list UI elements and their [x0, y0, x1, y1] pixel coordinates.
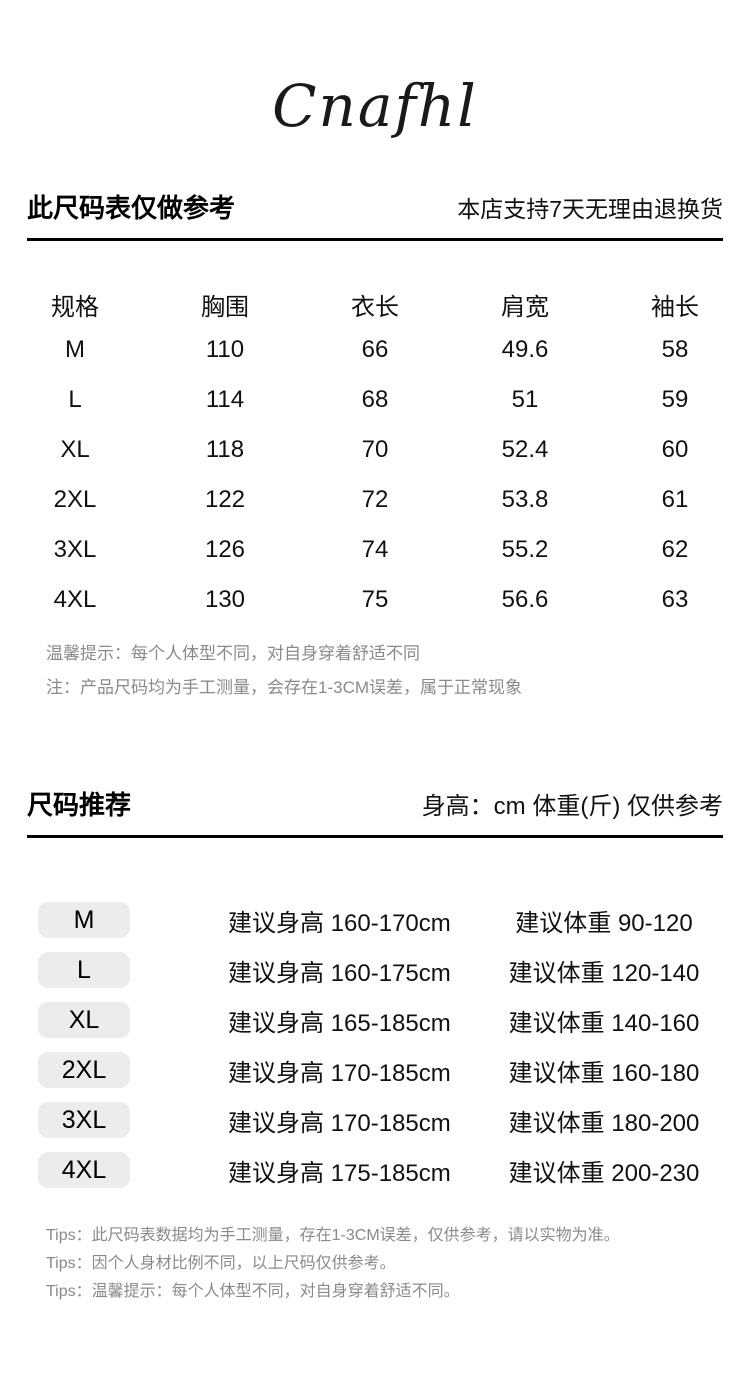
recommend-row: 4XL 建议身高 175-185cm 建议体重 200-230: [0, 1152, 750, 1188]
column-header: 肩宽: [501, 294, 549, 321]
measurement-cell: 126: [204, 536, 246, 563]
measurement-cell: 63: [661, 586, 689, 613]
measurement-cell: 51: [511, 386, 539, 413]
measurement-cell: 49.6: [501, 336, 549, 363]
tip-line: Tips：因个人身材比例不同，以上尺码仅供参考。: [46, 1255, 396, 1272]
size-badge: XL: [38, 1002, 130, 1038]
recommend-row: 3XL 建议身高 170-185cm 建议体重 180-200: [0, 1102, 750, 1138]
recommend-section-header: 尺码推荐 身高：cm 体重(斤) 仅供参考: [27, 785, 723, 838]
measurement-cell: 53.8: [501, 486, 549, 513]
size-table-tips: 温馨提示：每个人体型不同，对自身穿着舒适不同注：产品尺码均为手工测量，会存在1-…: [0, 637, 750, 705]
size-label-cell: 4XL: [53, 586, 97, 613]
recommended-weight: 建议体重 200-230: [508, 1159, 700, 1187]
tip-line: Tips：此尺码表数据均为手工测量，存在1-3CM误差，仅供参考，请以实物为准。: [46, 1227, 620, 1244]
size-label-cell: L: [68, 386, 82, 413]
size-table-row: 3XL 126 74 55.2 62: [0, 525, 750, 575]
size-table-header-row: 规格 胸围 衣长 肩宽 袖长: [0, 265, 750, 325]
size-badge: 3XL: [38, 1102, 130, 1138]
size-table-title: 此尺码表仅做参考: [27, 193, 236, 223]
size-table-row: M 110 66 49.6 58: [0, 325, 750, 375]
bottom-tips: Tips：此尺码表数据均为手工测量，存在1-3CM误差，仅供参考，请以实物为准。…: [0, 1222, 750, 1306]
column-header: 规格: [51, 294, 99, 321]
measurement-cell: 66: [361, 336, 389, 363]
recommended-height: 建议身高 175-185cm: [228, 1159, 451, 1187]
measurement-cell: 70: [361, 436, 389, 463]
tip-line: 温馨提示：每个人体型不同，对自身穿着舒适不同: [46, 644, 420, 663]
measurement-cell: 75: [361, 586, 389, 613]
size-table-row: 2XL 122 72 53.8 61: [0, 475, 750, 525]
recommended-weight: 建议体重 160-180: [508, 1059, 700, 1087]
measurement-cell: 56.6: [501, 586, 549, 613]
size-label-cell: 3XL: [53, 536, 97, 563]
column-header: 袖长: [651, 294, 699, 321]
recommend-row: 2XL 建议身高 170-185cm 建议体重 160-180: [0, 1052, 750, 1088]
measurement-cell: 68: [361, 386, 389, 413]
measurement-cell: 61: [661, 486, 689, 513]
size-table-row: L 114 68 51 59: [0, 375, 750, 425]
recommend-units-note: 身高：cm 体重(斤) 仅供参考: [421, 793, 723, 820]
recommended-weight: 建议体重 90-120: [515, 909, 693, 937]
measurement-cell: 122: [204, 486, 246, 513]
size-label-cell: M: [65, 336, 85, 363]
recommended-height: 建议身高 170-185cm: [228, 1059, 451, 1087]
tip-line: Tips：温馨提示：每个人体型不同，对自身穿着舒适不同。: [46, 1283, 460, 1300]
measurement-cell: 52.4: [501, 436, 549, 463]
measurement-cell: 62: [661, 536, 689, 563]
size-label-cell: XL: [60, 436, 90, 463]
recommended-height: 建议身高 170-185cm: [228, 1109, 451, 1137]
column-header: 胸围: [201, 294, 249, 321]
recommend-row: XL 建议身高 165-185cm 建议体重 140-160: [0, 1002, 750, 1038]
tip-line: 注：产品尺码均为手工测量，会存在1-3CM误差，属于正常现象: [46, 678, 523, 697]
recommended-weight: 建议体重 140-160: [508, 1009, 700, 1037]
return-policy-note: 本店支持7天无理由退换货: [457, 196, 723, 222]
measurement-cell: 59: [661, 386, 689, 413]
measurement-cell: 118: [205, 436, 245, 463]
size-badge: L: [38, 952, 130, 988]
size-table-section-header: 此尺码表仅做参考 本店支持7天无理由退换货: [27, 188, 723, 241]
size-badge: M: [38, 902, 130, 938]
recommend-title: 尺码推荐: [27, 790, 132, 820]
size-badge: 4XL: [38, 1152, 130, 1188]
measurement-cell: 72: [361, 486, 389, 513]
recommended-height: 建议身高 160-175cm: [228, 959, 451, 987]
recommended-height: 建议身高 160-170cm: [228, 909, 451, 937]
recommended-weight: 建议体重 120-140: [508, 959, 700, 987]
measurement-cell: 74: [361, 536, 389, 563]
measurement-cell: 58: [661, 336, 689, 363]
measurement-cell: 110: [205, 336, 245, 363]
brand-logo: Cnafhl: [272, 72, 478, 140]
column-header: 衣长: [351, 294, 399, 321]
size-label-cell: 2XL: [53, 486, 97, 513]
measurement-cell: 55.2: [501, 536, 549, 563]
recommend-row: M 建议身高 160-170cm 建议体重 90-120: [0, 902, 750, 938]
measurement-cell: 60: [661, 436, 689, 463]
recommended-height: 建议身高 165-185cm: [228, 1009, 451, 1037]
measurement-cell: 114: [205, 386, 245, 413]
size-table: 规格 胸围 衣长 肩宽 袖长 M 110 66 49.6 58 L 114 68 51 59 XL 118 70…: [0, 265, 750, 625]
measurement-cell: 130: [204, 586, 246, 613]
recommend-row: L 建议身高 160-175cm 建议体重 120-140: [0, 952, 750, 988]
size-table-row: 4XL 130 75 56.6 63: [0, 575, 750, 625]
size-table-row: XL 118 70 52.4 60: [0, 425, 750, 475]
recommended-weight: 建议体重 180-200: [508, 1109, 700, 1137]
size-badge: 2XL: [38, 1052, 130, 1088]
recommend-list: M 建议身高 160-170cm 建议体重 90-120 L 建议身高 160-175c…: [0, 902, 750, 1188]
